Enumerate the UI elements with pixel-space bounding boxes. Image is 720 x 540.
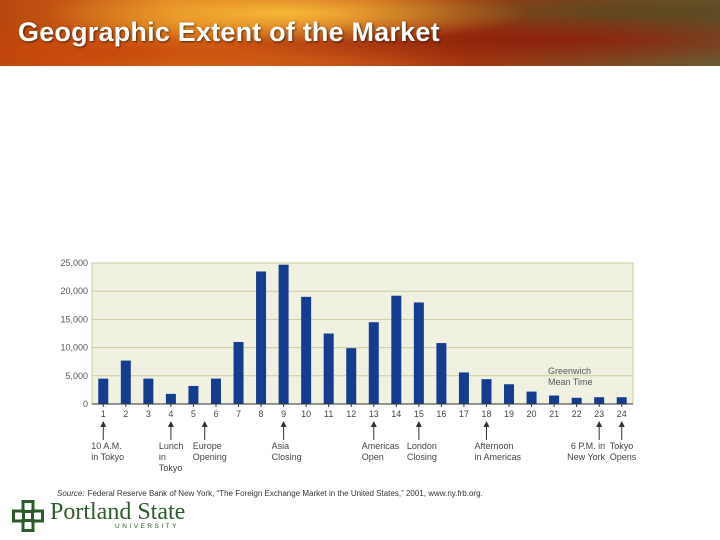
arrow-head-icon xyxy=(618,421,625,427)
bar xyxy=(436,343,447,404)
bar xyxy=(323,333,334,404)
x-tick-label: 3 xyxy=(146,409,151,419)
x-tick-label: 2 xyxy=(123,409,128,419)
bar xyxy=(413,302,424,404)
bar xyxy=(481,379,492,404)
bar xyxy=(594,397,605,404)
x-tick-label: 9 xyxy=(281,409,286,419)
x-axis-label: Greenwich Mean Time xyxy=(548,366,593,387)
arrow-head-icon xyxy=(100,421,107,427)
logo-mark-icon xyxy=(12,500,44,532)
bar xyxy=(504,384,515,404)
x-tick-label: 1 xyxy=(101,409,106,419)
x-tick-label: 20 xyxy=(527,409,537,419)
x-tick-label: 4 xyxy=(168,409,173,419)
bar xyxy=(391,295,402,404)
x-tick-label: 22 xyxy=(572,409,582,419)
y-tick-label: 25,000 xyxy=(60,258,88,268)
x-tick-label: 14 xyxy=(391,409,401,419)
annotation-label: Europe Opening xyxy=(193,441,227,462)
portland-state-logo: Portland State UNIVERSITY xyxy=(12,498,186,534)
source-label: Source: xyxy=(57,489,85,498)
annotation-label: Lunch in Tokyo xyxy=(159,441,184,473)
annotation-label: 10 A.M. in Tokyo xyxy=(91,441,124,462)
annotation-label: 6 P.M. in New York xyxy=(567,441,606,462)
bar xyxy=(233,341,244,404)
logo-subtitle: UNIVERSITY xyxy=(115,523,180,530)
annotation-label: Americas Open xyxy=(362,441,400,462)
arrow-head-icon xyxy=(280,421,287,427)
source-citation: Federal Reserve Bank of New York, “The F… xyxy=(88,489,483,498)
x-tick-label: 18 xyxy=(481,409,491,419)
arrow-head-icon xyxy=(415,421,422,427)
logo-name: Portland State xyxy=(50,499,186,525)
arrow-head-icon xyxy=(167,421,174,427)
x-tick-label: 12 xyxy=(346,409,356,419)
bar xyxy=(256,271,267,404)
bar xyxy=(210,378,221,404)
bar xyxy=(526,391,537,404)
x-tick-label: 16 xyxy=(436,409,446,419)
slide-title: Geographic Extent of the Market xyxy=(18,17,440,47)
annotation-label: Afternoon in Americas xyxy=(474,441,521,462)
x-tick-label: 11 xyxy=(324,409,333,419)
x-tick-label: 19 xyxy=(504,409,514,419)
title-banner: Geographic Extent of the Market xyxy=(0,0,720,66)
x-tick-label: 21 xyxy=(549,409,559,419)
bar xyxy=(549,395,560,404)
annotation-label: London Closing xyxy=(407,441,437,462)
y-tick-label: 20,000 xyxy=(60,286,88,296)
x-tick-label: 24 xyxy=(617,409,627,419)
x-tick-label: 23 xyxy=(594,409,604,419)
arrow-head-icon xyxy=(596,421,603,427)
annotation-label: Asia Closing xyxy=(272,441,302,462)
bar xyxy=(346,348,357,404)
x-tick-label: 8 xyxy=(259,409,264,419)
x-tick-label: 15 xyxy=(414,409,424,419)
bar xyxy=(368,322,379,404)
source-note: Source: Federal Reserve Bank of New York,… xyxy=(57,489,483,498)
y-tick-label: 0 xyxy=(83,399,88,409)
x-tick-label: 10 xyxy=(301,409,311,419)
bar xyxy=(120,360,131,404)
x-tick-label: 13 xyxy=(369,409,379,419)
bar xyxy=(278,264,289,404)
annotation-label: Tokyo Opens xyxy=(610,441,637,462)
bar xyxy=(165,393,176,404)
arrow-head-icon xyxy=(370,421,377,427)
arrow-head-icon xyxy=(483,421,490,427)
bar xyxy=(616,397,627,404)
x-tick-label: 7 xyxy=(236,409,241,419)
bar xyxy=(98,378,109,404)
arrow-head-icon xyxy=(201,421,208,427)
bar xyxy=(458,372,469,404)
plot-area xyxy=(91,262,634,405)
y-tick-label: 15,000 xyxy=(60,314,88,324)
bar xyxy=(143,378,154,404)
y-tick-label: 5,000 xyxy=(65,371,88,381)
x-tick-label: 6 xyxy=(213,409,218,419)
bar xyxy=(301,296,312,404)
y-tick-label: 10,000 xyxy=(60,343,88,353)
bar xyxy=(188,385,199,404)
x-tick-label: 17 xyxy=(459,409,469,419)
bar xyxy=(571,397,582,404)
x-tick-label: 5 xyxy=(191,409,196,419)
